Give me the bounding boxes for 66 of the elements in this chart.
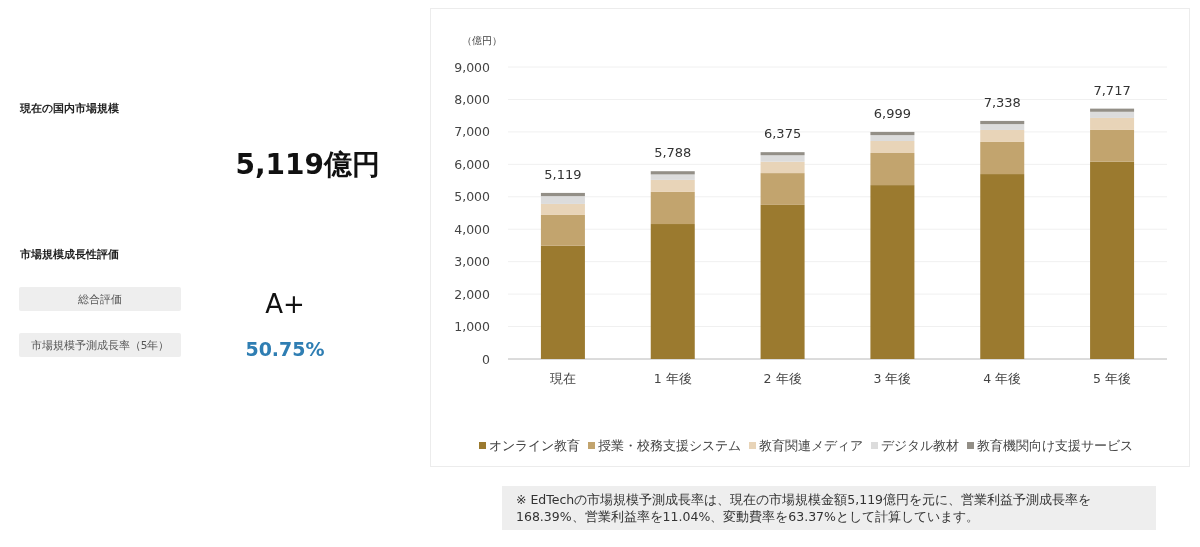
legend-label: 授業・校務支援システム [598,438,741,453]
total-label: 7,717 [1093,82,1131,98]
legend-label: デジタル教材 [881,438,959,453]
x-tick-label: 4 年後 [983,371,1022,386]
bar [1090,111,1135,118]
y-tick-label: 2,000 [454,286,491,302]
total-label: 5,119 [544,166,582,182]
total-label: 5,788 [654,145,692,161]
bar [1090,108,1135,112]
text: 50.75% [245,338,325,360]
text: 5,119億円 [235,148,380,181]
bar [540,192,585,197]
bar [1090,161,1135,359]
bar [760,152,805,156]
bar [760,155,805,162]
bar [650,191,695,225]
y-tick-label: 0 [482,351,491,367]
bar [650,171,695,175]
bar [1090,117,1135,130]
x-tick-label: 1 年後 [653,371,692,386]
bar [980,174,1025,359]
text: 市場規模成長性評価 [19,248,119,260]
bar [870,140,915,153]
x-tick-label: 5 年後 [1093,371,1132,386]
y-tick-label: 8,000 [454,91,491,107]
bar [980,129,1025,142]
x-tick-label: 現在 [549,371,576,386]
text: A+ [265,289,305,319]
bar [760,161,805,174]
bar [540,214,585,246]
y-tick-label: 3,000 [454,254,491,270]
y-axis-title: （億円） [462,35,502,46]
bar [980,120,1025,125]
x-tick-label: 3 年後 [873,371,912,386]
legend-label: オンライン教育 [489,438,580,453]
bar [1090,129,1135,162]
bar [870,135,915,141]
total-label: 7,338 [983,94,1021,110]
y-tick-label: 6,000 [454,156,491,172]
bar [980,141,1025,175]
total-label: 6,999 [873,105,912,121]
y-tick-label: 1,000 [454,319,491,335]
bar [870,152,915,186]
bar [870,185,915,359]
text: 市場規模予測成長率（5年） [30,339,170,351]
bar [760,204,805,359]
bar [650,224,695,359]
bar [650,179,695,192]
bar [870,131,915,136]
x-tick-label: 2 年後 [763,371,802,386]
y-tick-label: 4,000 [454,221,491,237]
bar [760,173,805,205]
bar [540,245,585,359]
total-label: 6,375 [763,126,802,142]
y-tick-label: 5,000 [454,189,491,205]
legend-label: 教育関連メディア [759,438,863,453]
y-tick-label: 9,000 [454,59,491,75]
y-tick-label: 7,000 [454,124,491,140]
text: ※ EdTechの市場規模予測成長率は、現在の市場規模金額5,119億円を元に、営業利益予測成長率を168.39%、営業利益率を11.04%、変動費率を63.37%として計算しています。 [502,486,1156,530]
legend-label: 教育機関向け支援サービス [977,438,1133,453]
bar [650,174,695,180]
text: 現在の国内市場規模 [19,102,119,114]
bar [980,124,1025,130]
bar [540,196,585,204]
bar [540,203,585,215]
text: 総合評価 [77,293,122,306]
